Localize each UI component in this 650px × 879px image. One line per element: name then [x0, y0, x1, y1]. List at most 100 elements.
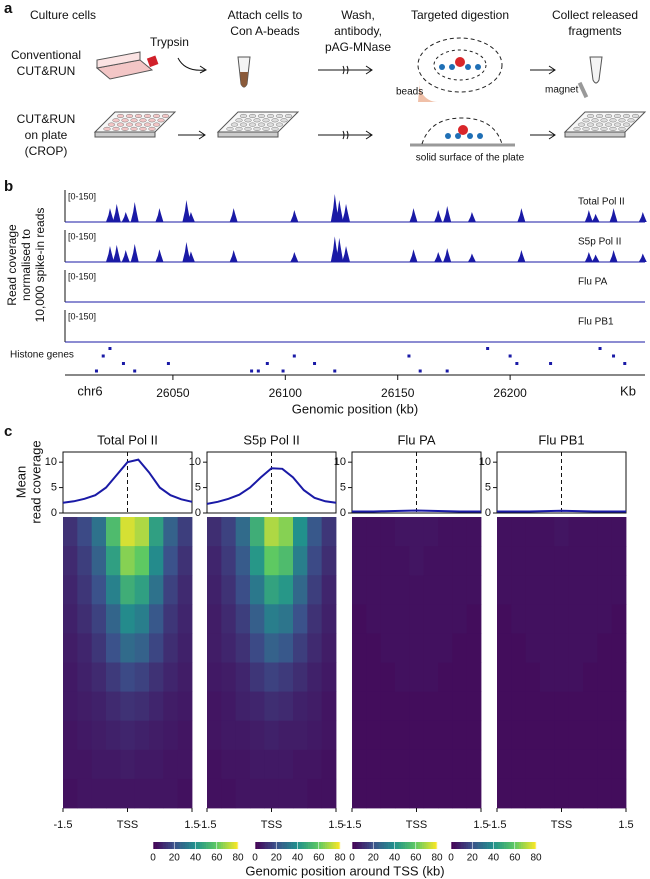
- colorbar-segment: [468, 842, 471, 849]
- heatmap-cell: [352, 604, 367, 634]
- heatmap-cell: [134, 662, 150, 692]
- colorbar-segment: [187, 842, 190, 849]
- colorbar-segment: [512, 842, 516, 849]
- colorbar-segment: [358, 842, 361, 849]
- well: [586, 122, 595, 127]
- colorbar-segment: [502, 842, 505, 849]
- x-tick-label: -1.5: [488, 819, 507, 831]
- heatmap-cell: [525, 633, 541, 663]
- heatmap-cell: [235, 720, 251, 751]
- heatmap-cell: [568, 604, 584, 634]
- colorbar-segment: [428, 842, 431, 849]
- peak: [182, 200, 191, 222]
- plate-side: [94, 131, 156, 138]
- heatmap-cell: [63, 662, 78, 692]
- heatmap-cell: [452, 720, 468, 751]
- heatmap-cell: [207, 633, 222, 663]
- histone-gene: [515, 362, 519, 365]
- colorbar-tick-label: 80: [232, 853, 244, 864]
- heatmap-cell: [207, 517, 222, 547]
- heatmap-cell: [235, 604, 251, 634]
- peak: [591, 254, 600, 262]
- peak: [335, 200, 344, 222]
- heatmap-cell: [466, 575, 482, 605]
- colorbar-segment: [521, 842, 524, 849]
- colorbar-segment: [184, 842, 188, 849]
- heatmap-cell: [77, 749, 93, 780]
- colorbar-segment: [170, 842, 173, 849]
- mnase: [458, 125, 468, 135]
- colorbar-segment: [265, 842, 269, 849]
- heatmap-cell: [321, 778, 337, 809]
- colorbar-segment: [208, 842, 211, 849]
- colorbar-segment: [415, 842, 419, 849]
- colorbar-segment: [413, 842, 417, 849]
- heatmap-cell: [264, 633, 280, 663]
- heatmap-cell: [264, 575, 280, 605]
- heatmap-cell: [423, 604, 439, 634]
- heatmap-cell: [321, 604, 337, 634]
- profile-line: [352, 509, 481, 513]
- heatmap-cell: [452, 604, 468, 634]
- peak: [121, 250, 130, 262]
- heatmap-cell: [409, 517, 425, 547]
- heatmap-cell: [149, 604, 164, 634]
- histone-gene: [108, 347, 112, 350]
- heatmap-cell: [221, 662, 237, 692]
- histone-gene: [281, 369, 285, 373]
- x-tick-label: 26200: [493, 386, 527, 400]
- step-label: fragments: [568, 24, 621, 38]
- heatmap-cell: [497, 691, 512, 722]
- heatmap-cell: [540, 720, 555, 751]
- heatmap-cell: [380, 517, 396, 547]
- colorbar-segment: [218, 842, 222, 849]
- colorbar-segment: [231, 842, 235, 849]
- heatmap-cell: [395, 633, 410, 663]
- arrow: [177, 57, 206, 71]
- colorbar-segment: [267, 842, 271, 849]
- panel-title: Total Pol II: [97, 432, 158, 447]
- colorbar-segment: [465, 842, 469, 849]
- heatmap-cell: [352, 778, 367, 809]
- colorbar-segment: [161, 842, 164, 849]
- heatmap-cell: [134, 575, 150, 605]
- well: [244, 118, 252, 123]
- y-tick-label: 10: [45, 456, 57, 468]
- heatmap-cell: [452, 633, 468, 663]
- heatmap-cell: [293, 575, 308, 605]
- heatmap-cell: [221, 720, 237, 751]
- heatmap-cell: [497, 720, 512, 751]
- peak: [121, 211, 130, 222]
- heatmap-cell: [120, 546, 136, 576]
- row-label: CUT&RUN: [17, 112, 76, 126]
- heatmap-cell: [497, 575, 512, 605]
- track-range: [0-150]: [68, 311, 96, 321]
- colorbar-tick-label: 80: [431, 853, 443, 864]
- colorbar-segment: [369, 842, 372, 849]
- arrow: [530, 130, 556, 140]
- heatmap-cell: [293, 778, 308, 809]
- plate-side: [217, 131, 279, 138]
- heatmap-cell: [307, 546, 323, 576]
- heatmap-cell: [307, 749, 323, 780]
- heatmap-cell: [452, 546, 468, 576]
- row-label: CUT&RUN: [17, 64, 76, 78]
- well: [253, 126, 261, 131]
- heatmap-cell: [438, 546, 453, 576]
- heatmap-cell: [63, 749, 78, 780]
- well: [157, 118, 165, 123]
- colorbar-segment: [491, 842, 494, 849]
- well: [257, 122, 266, 127]
- x-tick-label: 1.5: [328, 819, 343, 831]
- heatmap-cell: [235, 691, 251, 722]
- y-tick-label: 0: [485, 507, 491, 519]
- y-tick-label: 10: [189, 456, 201, 468]
- x-tick-label: -1.5: [54, 819, 73, 831]
- y-tick-label: 10: [334, 456, 346, 468]
- heatmap-cell: [366, 604, 382, 634]
- heatmap-cell: [264, 517, 280, 547]
- colorbar-segment: [174, 842, 177, 849]
- track-name: Total Pol II: [578, 197, 625, 208]
- colorbar-segment: [459, 842, 462, 849]
- heatmap-cell: [221, 749, 237, 780]
